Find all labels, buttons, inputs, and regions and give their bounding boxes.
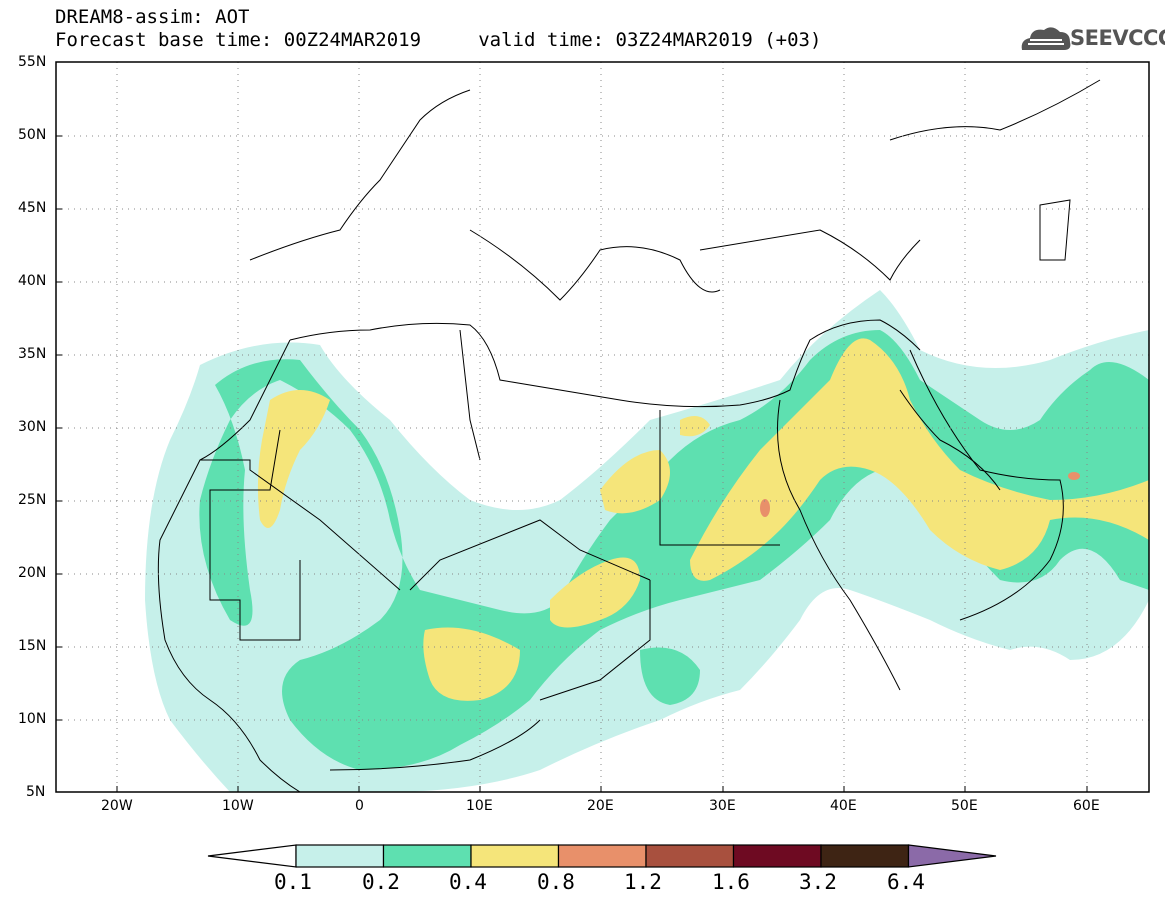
lat-label: 40N <box>18 273 47 289</box>
lat-label: 45N <box>18 200 47 216</box>
coastlines <box>157 79 1101 792</box>
lat-label: 55N <box>18 54 47 70</box>
lat-label: 25N <box>18 492 47 508</box>
lon-label: 0 <box>355 798 364 814</box>
colorbar-label: 0.8 <box>537 870 575 894</box>
colorbar-label: 0.4 <box>449 870 487 894</box>
lon-label: 60E <box>1073 798 1100 814</box>
lon-label: 10W <box>222 798 254 814</box>
lat-label: 50N <box>18 127 47 143</box>
lat-label: 15N <box>18 638 47 654</box>
cloud-icon <box>1021 27 1071 50</box>
colorbar-label: 3.2 <box>799 870 837 894</box>
chart-title: DREAM8-assim: AOT <box>55 6 250 28</box>
colorbar-label: 1.6 <box>712 870 750 894</box>
gridlines <box>56 62 1149 792</box>
logo-text: SEEVCCC <box>1070 26 1165 50</box>
colorbar-label: 1.2 <box>624 870 662 894</box>
colorbar-label: 0.2 <box>362 870 400 894</box>
colorbar-label: 6.4 <box>887 870 925 894</box>
colorbar-label: 0.1 <box>274 870 312 894</box>
lon-label: 40E <box>830 798 857 814</box>
lon-label: 50E <box>951 798 978 814</box>
map-frame <box>55 61 1150 793</box>
lat-label: 10N <box>18 711 47 727</box>
axis-ticks <box>56 61 1088 792</box>
lon-label: 20E <box>587 798 614 814</box>
lat-label: 5N <box>26 784 46 800</box>
lon-label: 20W <box>101 798 133 814</box>
lon-label: 30E <box>709 798 736 814</box>
aot-level-0.4 <box>257 338 1149 701</box>
forecast-time-line: Forecast base time: 00Z24MAR2019 valid t… <box>55 29 822 51</box>
lat-label: 30N <box>18 419 47 435</box>
lat-label: 35N <box>18 346 47 362</box>
lon-label: 10E <box>466 798 493 814</box>
aot-level-0.8 <box>760 472 1080 517</box>
lat-label: 20N <box>18 565 47 581</box>
